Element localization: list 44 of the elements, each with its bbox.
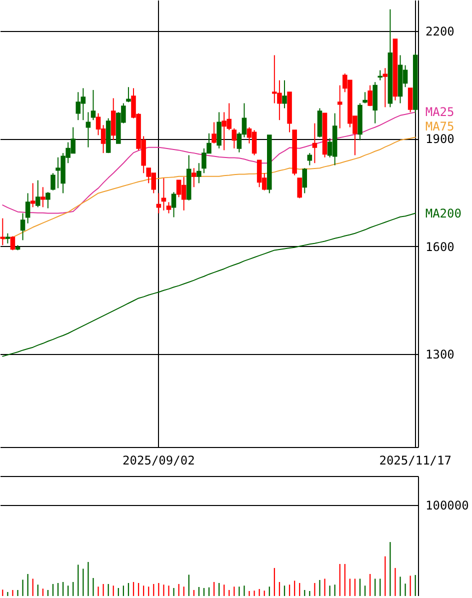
series-label: MA200 [425, 206, 462, 220]
candlestick [86, 112, 91, 148]
candlestick [312, 122, 318, 164]
candlestick [196, 162, 202, 184]
line-series [2, 212, 416, 357]
y-tick-label: 1600 [426, 240, 454, 254]
x-tick-label: 2025/09/02 [122, 454, 195, 468]
candlestick [40, 186, 46, 208]
candlestick [10, 236, 16, 251]
candlestick [90, 89, 96, 121]
candlestick [368, 84, 372, 107]
y-tick-label: 1900 [426, 132, 454, 146]
candlestick [378, 70, 383, 81]
candlestick [382, 68, 388, 108]
candlestick [337, 84, 342, 129]
y-tick-label: 1300 [426, 347, 454, 362]
series-label: MA75 [425, 120, 454, 134]
candlestick [232, 128, 237, 149]
candlestick [216, 112, 222, 149]
candlestick [302, 168, 308, 194]
candlestick [46, 192, 50, 209]
candlestick [171, 192, 176, 218]
candlestick [50, 172, 56, 191]
candlestick [156, 192, 162, 214]
candlestick [362, 92, 368, 104]
candlestick [297, 178, 302, 199]
candlestick [35, 180, 40, 208]
candlestick [5, 232, 10, 244]
x-tick-label: 2025/11/17 [379, 454, 452, 468]
candlestick [20, 212, 26, 241]
candlestick [212, 122, 216, 144]
y-tick-label: 100000 [426, 498, 469, 513]
y-tick-label: 2200 [426, 24, 454, 39]
series-label: MA25 [425, 105, 454, 120]
candlestick [30, 182, 36, 208]
candlestick [126, 86, 131, 103]
candlestick [408, 88, 413, 113]
candlestick [166, 202, 172, 214]
candlestick [307, 152, 312, 166]
candlestick [192, 168, 196, 188]
candlestick [282, 80, 287, 109]
candlestick [161, 178, 166, 211]
candlestick [25, 192, 30, 224]
candlestick [0, 218, 6, 246]
